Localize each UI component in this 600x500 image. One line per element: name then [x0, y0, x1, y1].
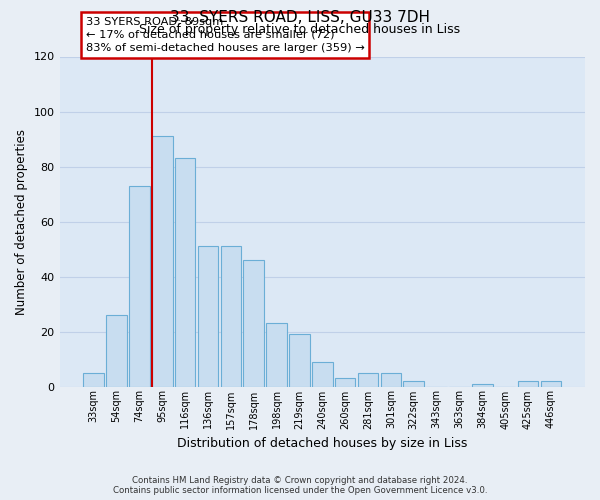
Bar [83, 373, 104, 386]
Bar [221, 246, 241, 386]
Text: Size of property relative to detached houses in Liss: Size of property relative to detached ho… [139, 22, 461, 36]
Bar [380, 373, 401, 386]
Bar [312, 362, 332, 386]
Bar [289, 334, 310, 386]
Bar [335, 378, 355, 386]
Text: Contains HM Land Registry data © Crown copyright and database right 2024.
Contai: Contains HM Land Registry data © Crown c… [113, 476, 487, 495]
Y-axis label: Number of detached properties: Number of detached properties [15, 128, 28, 314]
Bar [152, 136, 173, 386]
Bar [198, 246, 218, 386]
Bar [403, 381, 424, 386]
X-axis label: Distribution of detached houses by size in Liss: Distribution of detached houses by size … [177, 437, 467, 450]
Bar [358, 373, 378, 386]
Bar [541, 381, 561, 386]
Bar [175, 158, 196, 386]
Bar [472, 384, 493, 386]
Bar [129, 186, 150, 386]
Bar [244, 260, 264, 386]
Bar [266, 324, 287, 386]
Bar [518, 381, 538, 386]
Text: 33, SYERS ROAD, LISS, GU33 7DH: 33, SYERS ROAD, LISS, GU33 7DH [170, 10, 430, 25]
Bar [106, 315, 127, 386]
Text: 33 SYERS ROAD: 89sqm
← 17% of detached houses are smaller (72)
83% of semi-detac: 33 SYERS ROAD: 89sqm ← 17% of detached h… [86, 17, 365, 53]
